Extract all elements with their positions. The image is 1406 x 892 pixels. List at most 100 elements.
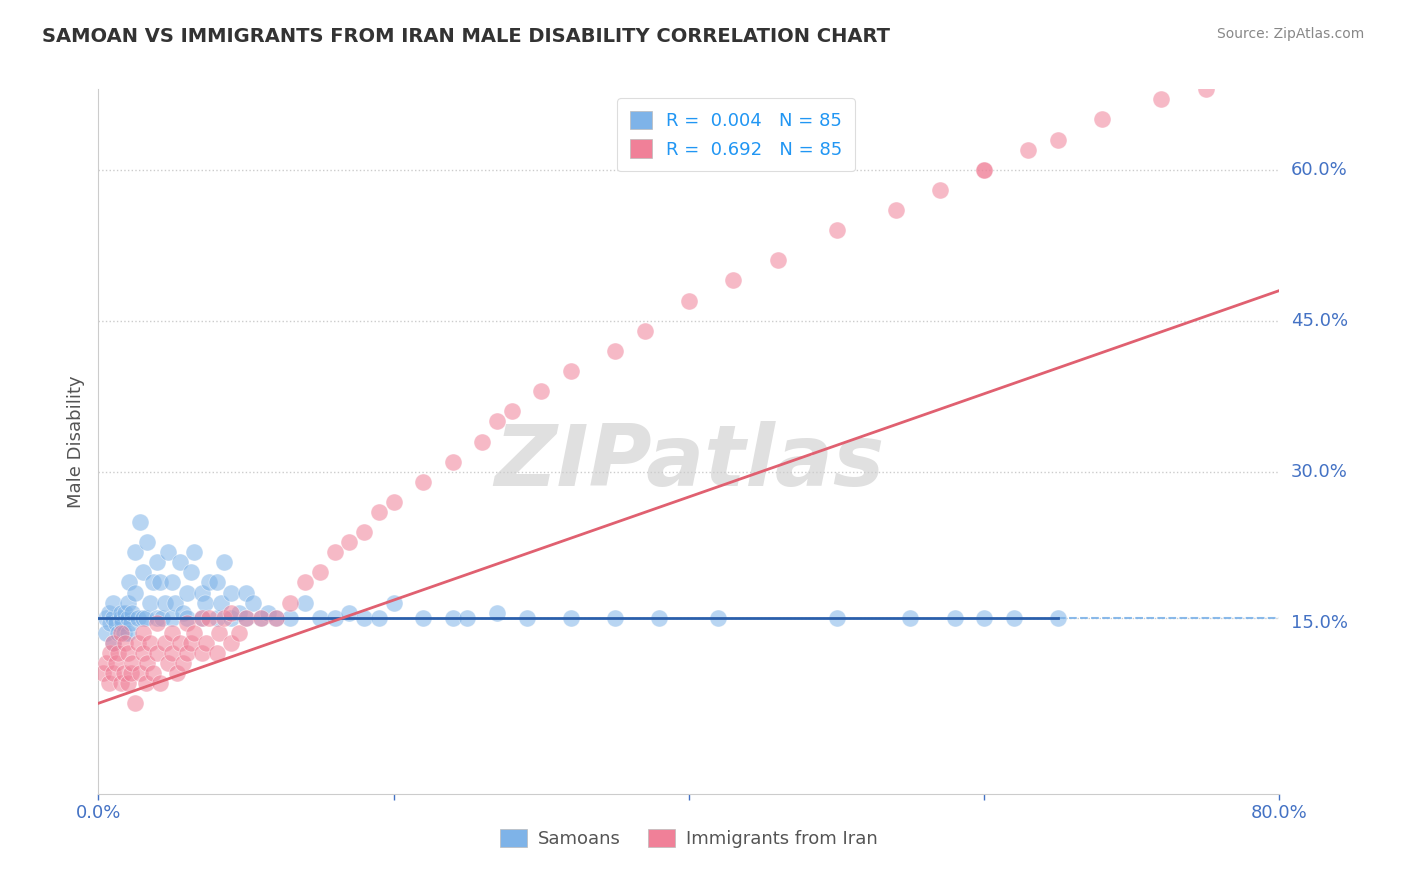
Point [94,625,117,640]
Point [208,625,231,640]
Point [257,606,280,620]
Point [501,404,523,418]
Point [973,611,995,625]
Point [825,611,848,625]
Point [176,585,198,599]
Point [183,625,205,640]
Point [110,625,132,640]
Point [194,596,217,610]
Point [112,666,135,681]
Point [146,611,169,625]
Point [353,611,375,625]
Point [228,606,250,620]
Point [142,666,165,681]
Point [94,656,117,670]
Point [900,611,922,625]
Point [124,585,146,599]
Point [929,183,952,197]
Point [166,666,188,681]
Point [973,162,995,177]
Point [103,596,125,610]
Point [172,656,194,670]
Point [198,575,221,590]
Point [136,656,159,670]
Point [412,611,434,625]
Point [280,596,302,610]
Point [153,596,176,610]
Point [128,666,150,681]
Point [648,611,671,625]
Point [209,596,232,610]
Point [205,611,228,625]
Point [117,596,139,610]
Point [530,384,553,399]
Point [264,611,287,625]
Point [1046,132,1070,146]
Point [136,535,159,549]
Text: 15.0%: 15.0% [1291,614,1347,632]
Text: 30.0%: 30.0% [1291,463,1347,481]
Point [1150,92,1173,106]
Point [339,606,361,620]
Point [180,636,202,650]
Point [441,611,464,625]
Point [353,525,375,540]
Point [162,646,183,660]
Point [120,615,142,630]
Point [183,545,205,559]
Point [195,636,218,650]
Point [103,636,125,650]
Point [105,615,128,630]
Point [605,611,627,625]
Point [221,611,243,625]
Point [228,625,250,640]
Point [191,646,214,660]
Point [127,636,149,650]
Point [97,676,120,690]
Point [1239,62,1261,76]
Point [1254,52,1277,66]
Point [103,611,125,625]
Point [132,611,155,625]
Point [110,611,132,625]
Point [294,596,316,610]
Point [107,646,129,660]
Point [368,611,391,625]
Point [1018,143,1040,157]
Point [107,625,129,640]
Point [146,615,169,630]
Point [250,611,273,625]
Point [294,575,316,590]
Point [91,666,114,681]
Point [117,611,139,625]
Point [128,515,150,529]
Point [198,611,221,625]
Point [180,566,202,580]
Point [221,585,243,599]
Point [486,414,509,428]
Point [120,666,142,681]
Point [516,611,538,625]
Point [212,611,235,625]
Point [97,606,120,620]
Point [605,343,627,358]
Point [441,455,464,469]
Point [132,625,155,640]
Point [135,676,157,690]
Point [176,615,198,630]
Point [132,646,155,660]
Point [825,223,848,237]
Point [412,475,434,489]
Point [707,611,730,625]
Point [212,555,235,569]
Point [766,253,789,268]
Point [205,646,228,660]
Point [169,636,191,650]
Point [121,606,143,620]
Text: 45.0%: 45.0% [1291,311,1348,330]
Point [1002,611,1025,625]
Point [1046,611,1070,625]
Point [250,611,273,625]
Point [153,636,176,650]
Point [235,611,257,625]
